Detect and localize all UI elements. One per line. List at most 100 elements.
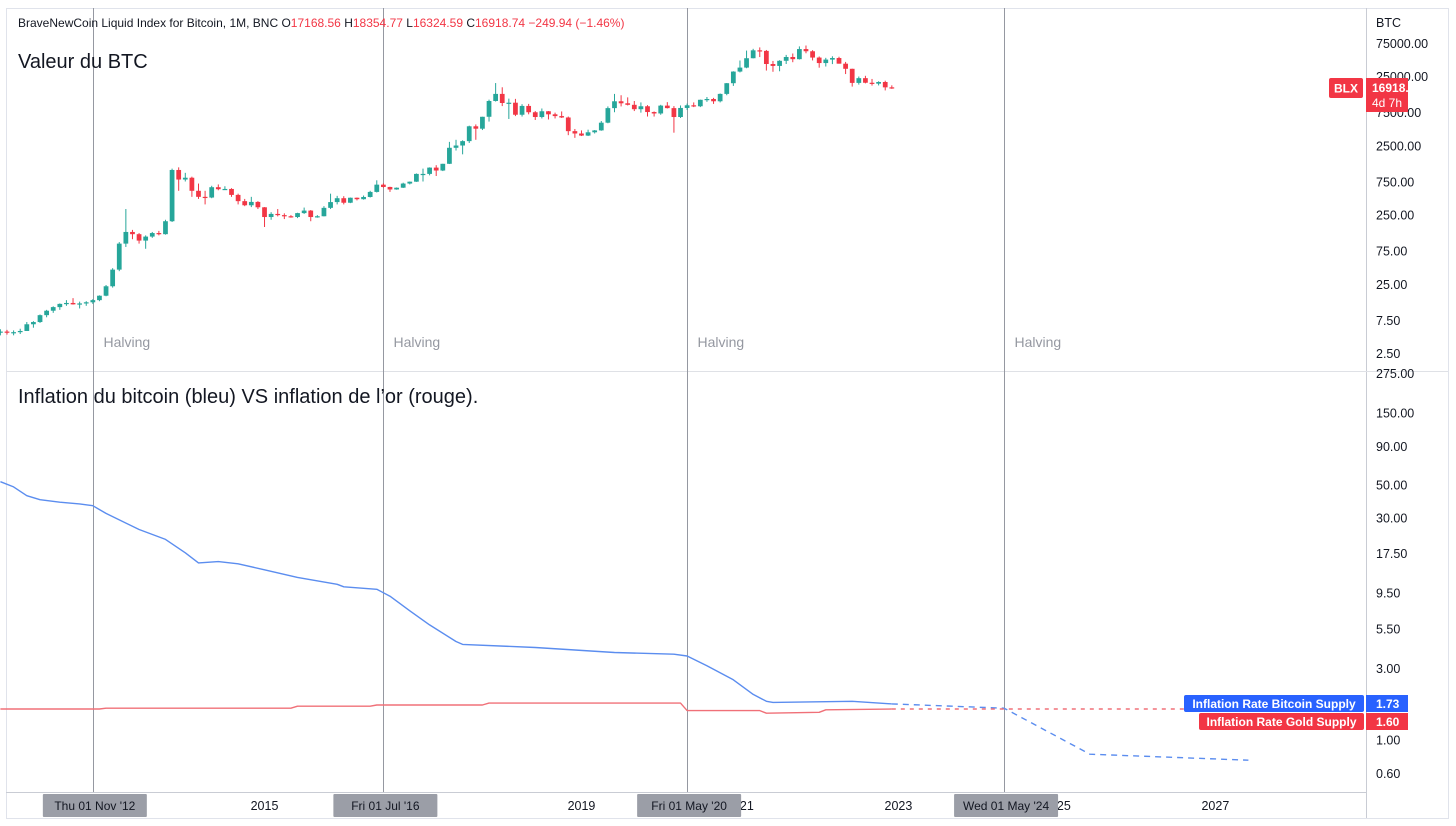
- time-axis-date-badge: [637, 794, 742, 817]
- candle-body: [90, 300, 96, 303]
- ohlc-key: H: [344, 16, 353, 30]
- candle-body: [869, 82, 875, 84]
- candle-body: [532, 112, 538, 118]
- candle-body: [480, 116, 485, 129]
- candle-body: [565, 117, 571, 132]
- gold-series-label[interactable]: [1199, 713, 1364, 730]
- candle-body: [70, 302, 76, 305]
- candle-body: [882, 82, 888, 88]
- candle-body: [572, 131, 578, 134]
- ohlc-value: 16324.59: [413, 16, 466, 30]
- time-axis-date-badge: [333, 794, 438, 817]
- btc-series-label[interactable]: [1184, 695, 1364, 712]
- ohlc-value: 17168.56: [291, 16, 344, 30]
- candle-body: [546, 111, 551, 115]
- bar-countdown: 4d 7h: [1372, 96, 1402, 110]
- candle-body: [57, 303, 63, 308]
- ticker-badge-label: BLX: [1334, 82, 1358, 96]
- candle-body: [704, 98, 710, 101]
- candle-body: [711, 98, 716, 102]
- candle-body: [420, 173, 426, 176]
- candle-body: [229, 188, 234, 195]
- candle-body: [816, 57, 822, 64]
- candle-body: [268, 213, 274, 218]
- time-axis-tick: 2027: [1201, 799, 1229, 813]
- candle-body: [618, 101, 624, 104]
- candle-body: [196, 190, 201, 197]
- candle-body: [189, 177, 195, 191]
- candle-body: [295, 213, 300, 218]
- price-scale-tick: 250.00: [1376, 209, 1414, 223]
- candle-body: [876, 82, 881, 84]
- candle-body: [374, 184, 380, 192]
- candle-body: [645, 106, 650, 113]
- price-scale-tick: 750.00: [1376, 175, 1414, 189]
- candle-body: [262, 207, 267, 218]
- candle-body: [671, 108, 677, 118]
- candle-body: [381, 184, 386, 187]
- candle-body: [50, 307, 56, 311]
- btc-value-badge: [1366, 695, 1408, 712]
- candle-body: [24, 324, 30, 331]
- bottom-pane-title: Inflation du bitcoin (bleu) VS inflation…: [18, 386, 478, 408]
- candle-body: [790, 56, 796, 60]
- candle-body: [612, 101, 617, 109]
- indicator-scale-tick: 50.00: [1376, 478, 1407, 492]
- candle-body: [744, 58, 749, 68]
- candle-body: [103, 286, 109, 296]
- candle-body: [110, 269, 116, 287]
- candle-body: [724, 83, 730, 94]
- candle-body: [83, 302, 89, 304]
- candle-body: [347, 197, 353, 203]
- candle-body: [387, 186, 393, 190]
- candle-body: [783, 56, 789, 61]
- candle-body: [559, 116, 565, 118]
- candle-body: [585, 132, 591, 136]
- candle-body: [301, 210, 307, 214]
- candle-body: [37, 315, 43, 323]
- candle-body: [17, 330, 23, 333]
- candle-body: [394, 187, 399, 190]
- candle-body: [255, 201, 261, 208]
- currency-label: BTC: [1376, 16, 1401, 30]
- candle-body: [414, 173, 419, 182]
- candle-body: [0, 331, 3, 333]
- candle-body: [466, 126, 472, 142]
- indicator-scale-tick: 275.00: [1376, 367, 1414, 381]
- btc-inflation-projection: [891, 703, 1249, 761]
- candle-body: [843, 63, 848, 69]
- candle-body: [830, 58, 835, 60]
- candle-body: [123, 231, 129, 244]
- time-axis-date-badge: [954, 794, 1059, 817]
- candle-body: [176, 169, 182, 180]
- candle-body: [552, 114, 558, 117]
- symbol-legend[interactable]: BraveNewCoin Liquid Index for Bitcoin, 1…: [18, 16, 624, 30]
- candle-body: [334, 198, 340, 203]
- candle-body: [314, 216, 320, 218]
- indicator-scale-tick: 30.00: [1376, 512, 1407, 526]
- candle-body: [658, 105, 664, 114]
- series-value-text: 1.60: [1376, 715, 1400, 729]
- candle-body: [341, 198, 347, 203]
- candle-body: [506, 102, 512, 104]
- ohlc-key: C: [466, 16, 475, 30]
- candles-group: [0, 45, 895, 336]
- ticker-badge[interactable]: [1329, 78, 1363, 98]
- candle-body: [427, 167, 432, 174]
- time-axis-date-label: Fri 01 May '20: [651, 799, 727, 813]
- gold-inflation-line: [0, 702, 892, 714]
- candle-body: [836, 58, 842, 64]
- candle-body: [777, 60, 782, 66]
- candle-body: [737, 67, 743, 72]
- symbol-title[interactable]: BraveNewCoin Liquid Index for Bitcoin, 1…: [18, 16, 281, 30]
- candle-body: [750, 50, 756, 59]
- candle-body: [579, 133, 584, 136]
- candle-body: [717, 93, 723, 102]
- candle-body: [447, 147, 452, 164]
- candle-body: [697, 99, 703, 107]
- candle-body: [856, 78, 862, 83]
- candle-body: [116, 243, 122, 270]
- ohlc-key: O: [281, 16, 290, 30]
- candle-body: [222, 188, 228, 191]
